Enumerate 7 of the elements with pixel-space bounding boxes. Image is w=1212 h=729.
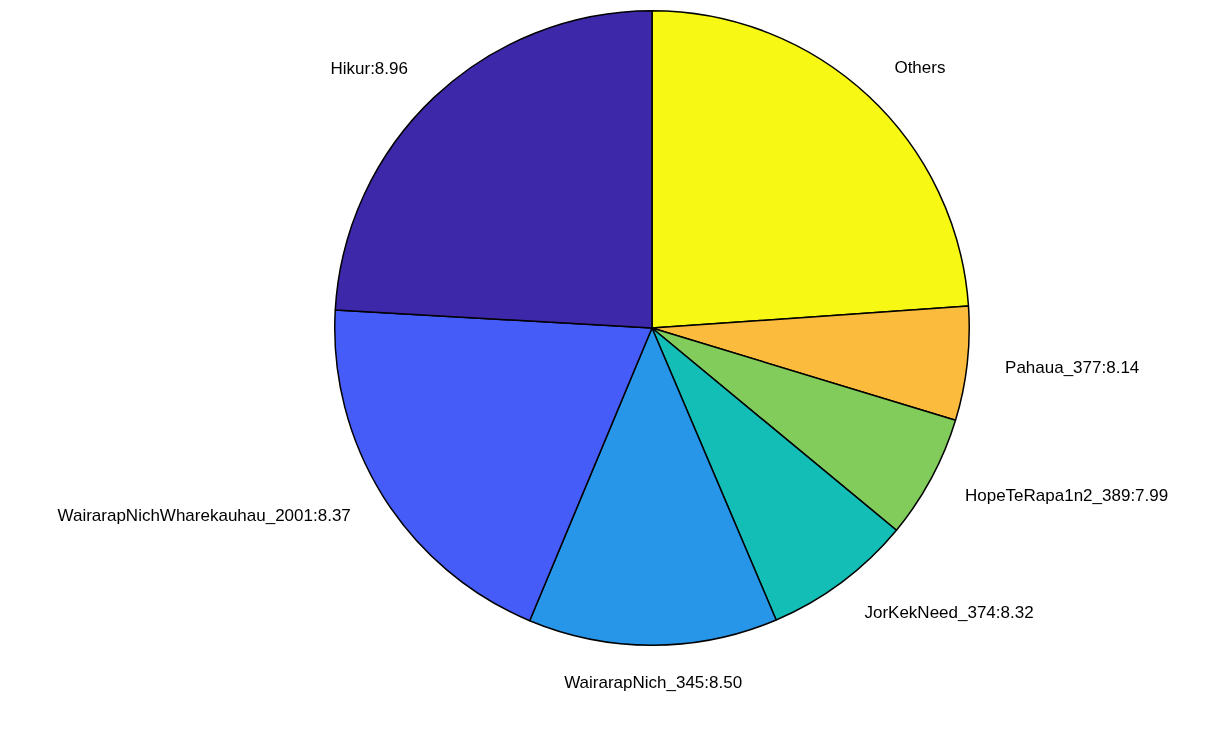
slice-label: WairarapNichWharekauhau_2001:8.37 (57, 506, 351, 526)
slice-label: Pahaua_377:8.14 (1005, 357, 1140, 377)
slice-label: WairarapNich_345:8.50 (564, 673, 743, 693)
slice-label: HopeTeRapa1n2_389:7.99 (964, 485, 1169, 505)
slice-label: Hikur:8.96 (330, 59, 408, 79)
slice-label: JorKekNeed_374:8.32 (864, 602, 1034, 622)
slice-label: Others (894, 57, 946, 77)
